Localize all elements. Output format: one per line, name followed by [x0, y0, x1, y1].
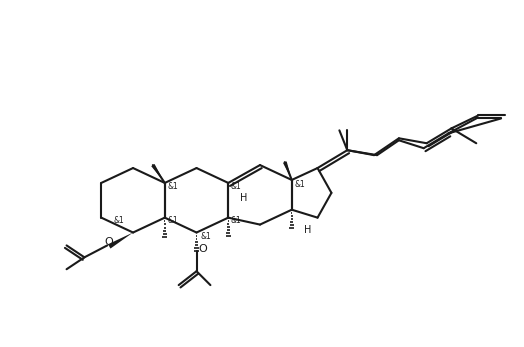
- Text: O: O: [105, 237, 114, 247]
- Text: &1: &1: [167, 183, 178, 192]
- Polygon shape: [283, 161, 292, 180]
- Polygon shape: [151, 164, 165, 183]
- Text: &1: &1: [294, 180, 305, 189]
- Text: &1: &1: [200, 232, 211, 241]
- Polygon shape: [108, 232, 133, 248]
- Text: O: O: [198, 244, 207, 254]
- Text: &1: &1: [231, 216, 242, 225]
- Text: H: H: [304, 225, 311, 235]
- Text: &1: &1: [231, 183, 242, 192]
- Text: &1: &1: [114, 216, 125, 225]
- Text: H: H: [241, 193, 248, 203]
- Text: &1: &1: [167, 216, 178, 225]
